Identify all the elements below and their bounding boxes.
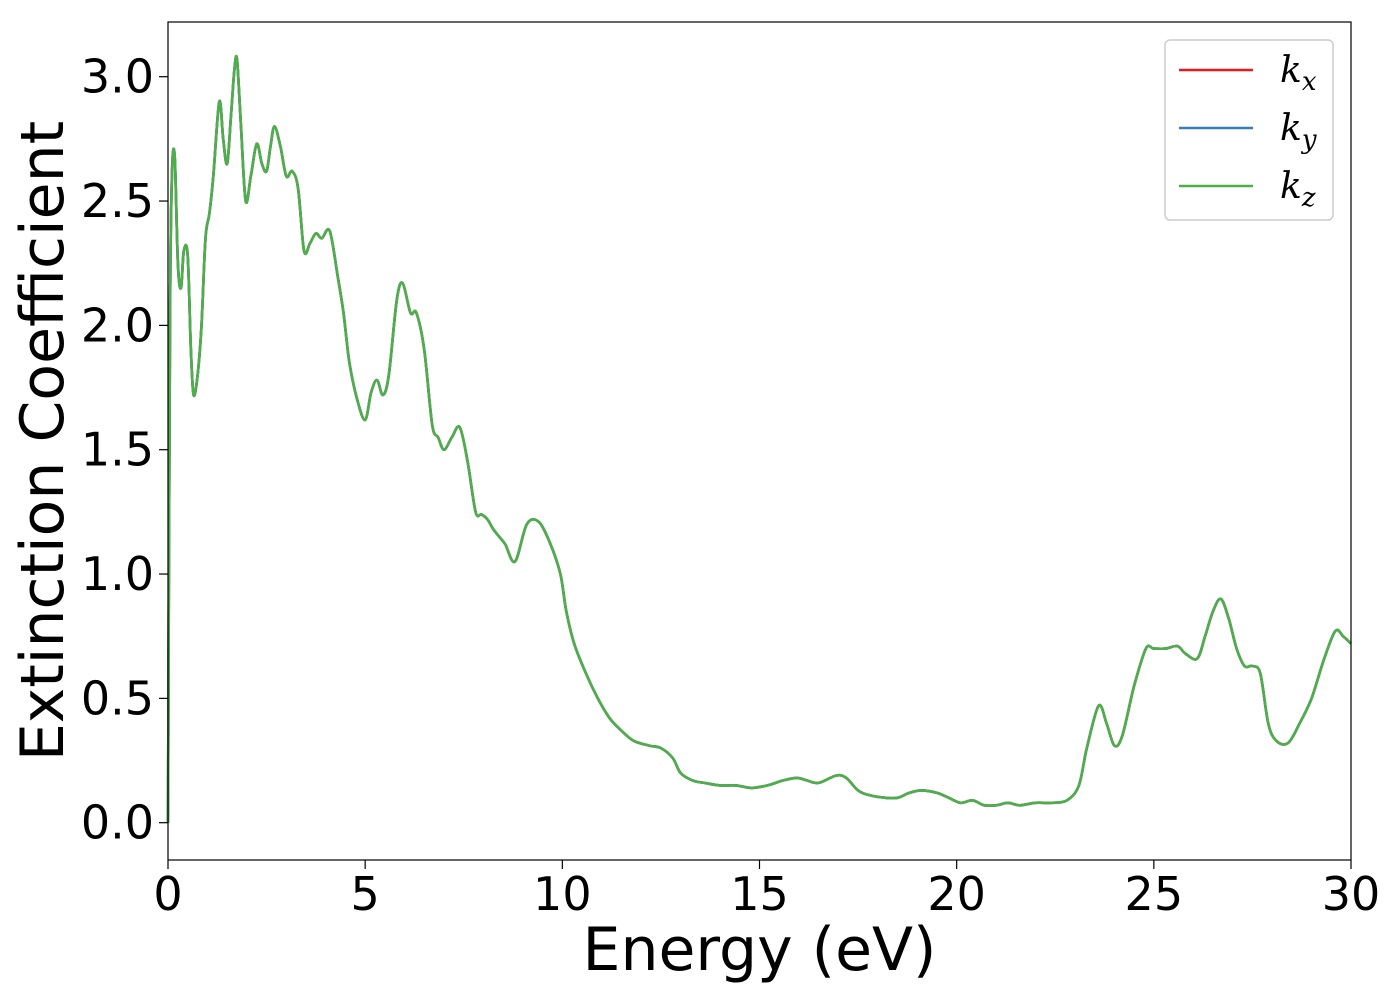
y-tick-label: 3.0 (81, 50, 154, 104)
x-axis-title: Energy (eV) (583, 915, 937, 985)
y-tick-label: 2.5 (81, 174, 154, 228)
legend-box (1164, 39, 1334, 221)
x-tick-label: 20 (927, 867, 986, 921)
x-tick-label: 25 (1125, 867, 1184, 921)
y-axis: 0.0 0.5 1.0 1.5 2.0 2.5 3.0 (81, 50, 168, 850)
x-tick-label: 5 (351, 867, 380, 921)
y-tick-label: 0.5 (81, 671, 154, 725)
y-tick-label: 1.5 (81, 423, 154, 477)
x-tick-label: 30 (1322, 867, 1381, 921)
legend: kx ky kz (1164, 39, 1334, 221)
y-axis-title: Extinction Coefficient (8, 121, 78, 761)
legend-item-kx-label: kx (1280, 50, 1317, 97)
series-kz-line (166, 54, 1352, 823)
x-tick-label: 0 (153, 867, 182, 921)
series-layer (166, 54, 1352, 823)
x-tick-label: 15 (730, 867, 789, 921)
legend-items: kx ky kz (1179, 50, 1317, 213)
y-tick-label: 1.0 (81, 547, 154, 601)
x-axis: 0 5 10 15 20 25 30 (153, 860, 1380, 921)
plot-background (168, 22, 1351, 860)
y-tick-label: 2.0 (81, 298, 154, 352)
legend-item-kz-label: kz (1280, 166, 1316, 213)
x-tick-label: 10 (533, 867, 592, 921)
y-tick-label: 0.0 (81, 796, 154, 850)
legend-item-ky-label: ky (1280, 108, 1317, 155)
